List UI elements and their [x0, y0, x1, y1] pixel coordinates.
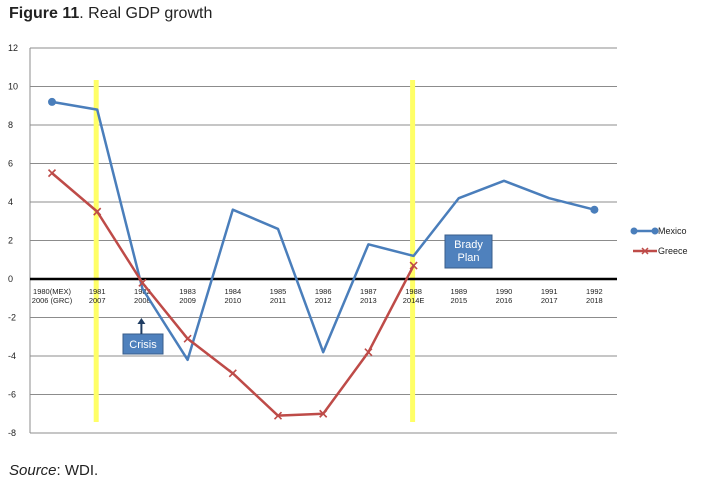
x-tick-label: 1990 2016 [496, 287, 513, 305]
data-point [364, 348, 373, 357]
x-tick-label: 1986 2012 [315, 287, 332, 305]
x-tick-line: 1986 [315, 287, 332, 296]
y-tick-label: -6 [8, 390, 16, 400]
data-point [183, 334, 192, 343]
x-tick-label: 1982 2008 [134, 287, 151, 305]
x-tick-line: 2017 [541, 296, 558, 305]
data-point [409, 261, 418, 270]
legend-marker [651, 227, 659, 235]
figure-title-text: . Real GDP growth [79, 5, 213, 22]
annotation-arrowhead [137, 318, 146, 324]
data-point [48, 97, 56, 106]
x-tick-label: 1992 2018 [586, 287, 603, 305]
x-tick-line: 2016 [496, 296, 513, 305]
x-tick-line: 2009 [179, 296, 196, 305]
source-text: : WDI. [56, 462, 99, 479]
x-tick-line: 2006 (GRC) [32, 296, 73, 305]
x-tick-line: 2015 [450, 296, 467, 305]
x-tick-line: 1987 [360, 287, 377, 296]
y-tick-label: -8 [8, 428, 16, 438]
y-tick-label: 12 [8, 43, 18, 53]
figure-title: Figure 11. Real GDP growth [9, 5, 212, 23]
series-line-mexico [51, 100, 595, 362]
y-tick-label: -4 [8, 351, 16, 361]
annotation-text: Plan [457, 252, 479, 264]
x-tick-label: 1989 2015 [450, 287, 467, 305]
y-tick-label: 8 [8, 120, 13, 130]
x-tick-label: 1991 2017 [541, 287, 558, 305]
x-tick-label: 1981 2007 [89, 287, 106, 305]
annotation-text: Brady [454, 239, 483, 251]
data-point [93, 207, 102, 216]
data-point [138, 278, 147, 287]
x-tick-line: 1983 [179, 287, 196, 296]
x-tick-line: 1984 [224, 287, 241, 296]
legend-label: Mexico [658, 226, 687, 236]
y-tick-label: 10 [8, 82, 18, 92]
x-tick-line: 1990 [496, 287, 513, 296]
y-tick-label: 2 [8, 236, 13, 246]
data-point [590, 205, 599, 214]
x-tick-line: 2007 [89, 296, 106, 305]
data-point [273, 411, 283, 420]
annotation-text: Crisis [129, 339, 157, 351]
legend-marker [641, 247, 649, 255]
x-tick-line: 1985 [270, 287, 287, 296]
annotation-box [122, 333, 164, 355]
annotation-crisis: Crisis [122, 318, 164, 355]
y-tick-label: 0 [8, 274, 13, 284]
x-tick-line: 2008 [134, 296, 151, 305]
x-tick-line: 1980(MEX) [33, 287, 71, 296]
x-tick-line: 2013 [360, 296, 377, 305]
x-tick-line: 1989 [450, 287, 467, 296]
x-tick-line: 1982 [134, 287, 151, 296]
legend-item-greece: Greece [633, 246, 688, 256]
data-point [228, 369, 237, 378]
x-tick-label: 1988 2014E [403, 287, 425, 305]
source-label: Source [9, 462, 57, 479]
x-tick-label: 1980(MEX) 2006 (GRC) [32, 287, 73, 305]
x-tick-line: 1992 [586, 287, 603, 296]
y-tick-label: 4 [8, 197, 13, 207]
x-tick-line: 1981 [89, 287, 106, 296]
legend-marker [630, 227, 638, 235]
x-tick-label: 1985 2011 [270, 287, 287, 305]
x-tick-line: 2014E [403, 296, 425, 305]
x-tick-label: 1987 2013 [360, 287, 377, 305]
x-tick-line: 2010 [224, 296, 241, 305]
y-tick-label: 6 [8, 159, 13, 169]
x-tick-line: 2011 [270, 296, 286, 305]
annotation-box [444, 234, 493, 269]
x-tick-line: 1991 [541, 287, 558, 296]
x-tick-line: 2012 [315, 296, 332, 305]
data-point [319, 409, 328, 418]
data-point [47, 169, 57, 178]
legend-item-mexico: Mexico [630, 226, 687, 236]
x-tick-label: 1983 2009 [179, 287, 196, 305]
figure-title-label: Figure 11 [9, 5, 80, 22]
legend-label: Greece [658, 246, 688, 256]
y-tick-label: -2 [8, 313, 16, 323]
x-tick-line: 1988 [405, 287, 422, 296]
source-note: Source: WDI. [9, 462, 98, 479]
x-tick-line: 2018 [586, 296, 603, 305]
x-tick-label: 1984 2010 [224, 287, 241, 305]
